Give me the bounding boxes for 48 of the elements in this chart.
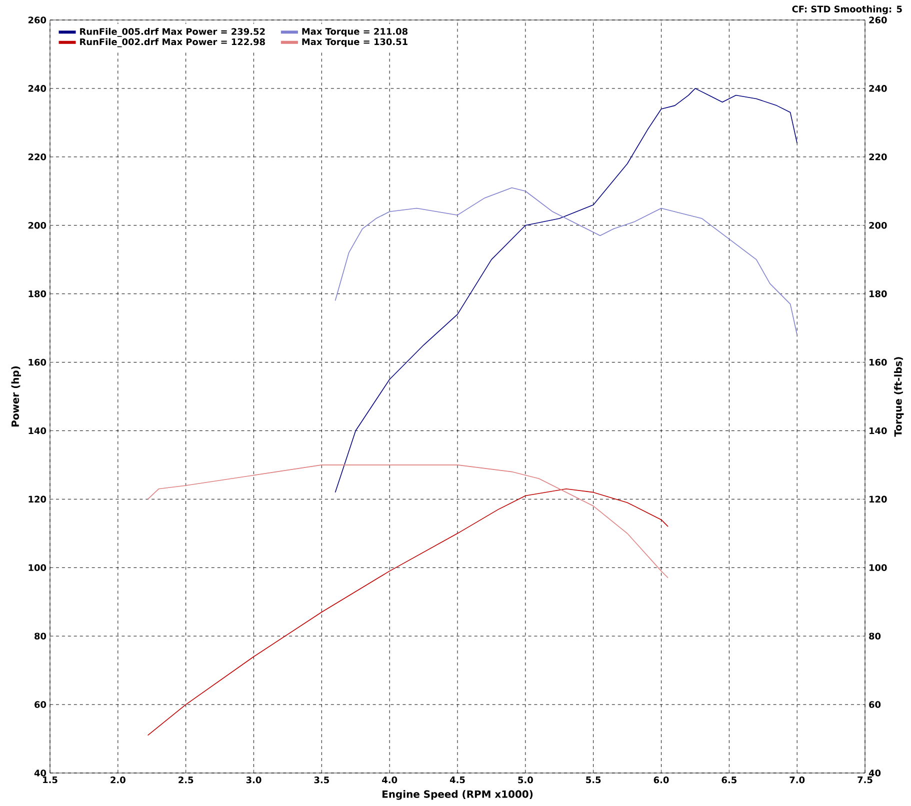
y-tick-label: 40 <box>34 770 46 776</box>
line-series <box>334 88 798 493</box>
x-tick-label: 3.5 <box>314 776 329 784</box>
y2-tick-label: 40 <box>868 770 881 776</box>
y-tick-label: 120 <box>28 496 46 503</box>
y-tick-label: 200 <box>28 222 46 229</box>
y-tick-label: 140 <box>28 427 46 434</box>
y2-tick-label: 180 <box>870 290 887 298</box>
y2-tick-label: 200 <box>869 222 887 229</box>
y-tick-label: 80 <box>34 632 46 640</box>
y2-tick-label: 240 <box>869 85 887 92</box>
x-tick-label: 5.5 <box>586 776 601 784</box>
x-tick-label: 7.5 <box>858 776 872 784</box>
legend-label: Max Torque = 211.08 <box>302 28 408 37</box>
y2-tick-label: 160 <box>870 358 887 366</box>
y2-tick-label: 260 <box>869 16 887 24</box>
text: CF: STD Smoothing: 5 <box>792 6 902 14</box>
y2-axis-title: Torque (ft-lbs) <box>894 357 904 437</box>
line-series <box>334 187 798 336</box>
y-axis-title: Power (hp) <box>11 366 21 426</box>
legend-label: RunFile_002.drf Max Power = 122.98 <box>80 38 265 48</box>
x-tick-label: 6.0 <box>654 776 669 784</box>
x-tick-label: 1.5 <box>43 776 58 784</box>
x-tick-label: 4.5 <box>450 776 465 784</box>
y2-tick-label: 120 <box>870 496 887 503</box>
y-tick-label: 160 <box>28 358 46 366</box>
x-tick-label: 3.0 <box>246 776 262 784</box>
y2-tick-label: 60 <box>869 701 881 708</box>
y-tick-label: 180 <box>28 290 46 298</box>
legend-label: Max Torque = 130.51 <box>302 38 408 47</box>
legend-label: RunFile_005.drf Max Power = 239.52 <box>80 28 265 37</box>
x-tick-label: 2.5 <box>178 776 194 784</box>
y2-tick-label: 100 <box>870 564 887 572</box>
x-tick-label: 2.0 <box>110 776 126 784</box>
y2-tick-label: 220 <box>869 154 887 160</box>
x-tick-label: 7.0 <box>790 776 805 784</box>
y2-tick-label: 140 <box>870 427 887 434</box>
x-tick-label: 5.0 <box>518 776 533 784</box>
x-tick-label: 6.5 <box>722 776 736 784</box>
y-tick-label: 100 <box>28 564 46 572</box>
line-series <box>147 488 668 736</box>
y-tick-label: 260 <box>28 16 46 24</box>
y-tick-label: 220 <box>28 154 46 160</box>
x-tick-label: 4.0 <box>382 776 398 784</box>
y-tick-label: 60 <box>34 701 46 708</box>
y-tick-label: 240 <box>28 85 46 92</box>
x-axis-title: Engine Speed (RPM x1000) <box>382 790 533 800</box>
y2-tick-label: 80 <box>869 632 881 640</box>
